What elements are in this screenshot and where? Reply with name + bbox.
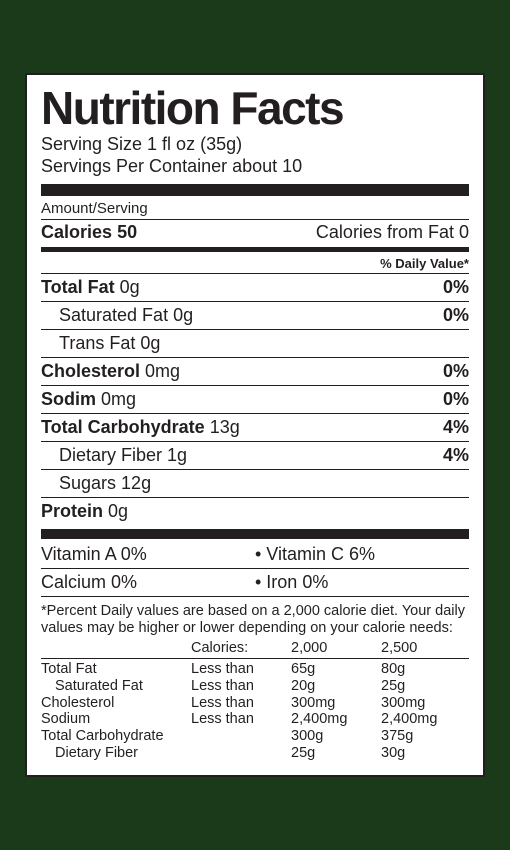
divider-thick	[41, 184, 469, 196]
ref-name: Sodium	[41, 711, 191, 728]
nutrient-label: Protein	[41, 501, 108, 521]
nutrient-value: 0g	[120, 277, 140, 297]
servings-per-container: Servings Per Container about 10	[41, 155, 469, 178]
ref-v1: 65g	[291, 661, 381, 678]
nutrient-value: 0g	[108, 501, 128, 521]
ref-compare	[191, 728, 291, 745]
vitamin-row-1: Vitamin A 0% • Vitamin C 6%	[41, 541, 469, 568]
ref-v1: 300g	[291, 728, 381, 745]
ref-name: Total Carbohydrate	[41, 728, 191, 745]
ref-name: Total Fat	[41, 661, 191, 678]
divider-medium	[41, 247, 469, 252]
nutrient-dv: 4%	[443, 417, 469, 438]
ref-col-2000: 2,000	[291, 640, 381, 657]
amount-per-serving: Amount/Serving	[41, 198, 469, 219]
reference-row: Dietary Fiber 25g30g	[41, 745, 469, 762]
ref-name: Saturated Fat	[41, 678, 191, 695]
ref-v1: 20g	[291, 678, 381, 695]
ref-compare	[191, 745, 291, 762]
ref-v1: 25g	[291, 745, 381, 762]
nutrient-value: 12g	[121, 473, 151, 493]
calories-label: Calories	[41, 222, 112, 242]
nutrient-label: Sugars	[59, 473, 121, 493]
reference-row: Total FatLess than65g80g	[41, 661, 469, 678]
calories-value: 50	[117, 222, 137, 242]
nutrient-row: Sodim 0mg 0%	[41, 386, 469, 413]
iron: • Iron 0%	[255, 572, 469, 593]
ref-v2: 80g	[381, 661, 469, 678]
ref-v2: 30g	[381, 745, 469, 762]
nutrients-list: Total Fat 0g 0% Saturated Fat 0g 0% Trans Fa…	[41, 273, 469, 525]
calcium: Calcium 0%	[41, 572, 255, 593]
nutrient-value: 13g	[210, 417, 240, 437]
reference-header: Calories: 2,000 2,500	[41, 640, 469, 657]
nutrient-row: Protein 0g	[41, 498, 469, 525]
nutrient-label: Dietary Fiber	[59, 445, 167, 465]
reference-row: Saturated FatLess than20g25g	[41, 678, 469, 695]
nutrition-facts-panel: Nutrition Facts Serving Size 1 fl oz (35…	[25, 73, 485, 777]
ref-col-2500: 2,500	[381, 640, 469, 657]
reference-table: Calories: 2,000 2,500 Total FatLess than…	[41, 640, 469, 762]
ref-compare: Less than	[191, 661, 291, 678]
nutrient-dv: 4%	[443, 445, 469, 466]
nutrient-value: 0g	[173, 305, 193, 325]
nutrient-row: Total Fat 0g 0%	[41, 274, 469, 301]
ref-v1: 2,400mg	[291, 711, 381, 728]
ref-v2: 375g	[381, 728, 469, 745]
ref-compare: Less than	[191, 695, 291, 712]
footnote: *Percent Daily values are based on a 2,0…	[41, 603, 469, 638]
nutrient-value: 0mg	[145, 361, 180, 381]
vitamin-row-2: Calcium 0% • Iron 0%	[41, 569, 469, 596]
vitamin-a: Vitamin A 0%	[41, 544, 255, 565]
nutrient-value: 0g	[140, 333, 160, 353]
nutrient-row: Trans Fat 0g	[41, 330, 469, 357]
nutrient-label: Cholesterol	[41, 361, 145, 381]
title: Nutrition Facts	[41, 85, 469, 131]
nutrient-label: Total Carbohydrate	[41, 417, 210, 437]
reference-row: CholesterolLess than300mg300mg	[41, 695, 469, 712]
nutrient-row: Total Carbohydrate 13g 4%	[41, 414, 469, 441]
ref-name: Dietary Fiber	[41, 745, 191, 762]
reference-row: SodiumLess than2,400mg2,400mg	[41, 711, 469, 728]
nutrient-label: Trans Fat	[59, 333, 140, 353]
nutrient-row: Cholesterol 0mg 0%	[41, 358, 469, 385]
ref-name: Cholesterol	[41, 695, 191, 712]
ref-compare: Less than	[191, 678, 291, 695]
reference-row: Total Carbohydrate 300g375g	[41, 728, 469, 745]
nutrient-dv: 0%	[443, 277, 469, 298]
ref-v2: 2,400mg	[381, 711, 469, 728]
nutrient-label: Total Fat	[41, 277, 120, 297]
ref-v2: 25g	[381, 678, 469, 695]
nutrient-dv: 0%	[443, 305, 469, 326]
nutrient-dv: 0%	[443, 389, 469, 410]
nutrient-label: Saturated Fat	[59, 305, 173, 325]
divider-thick	[41, 529, 469, 539]
serving-size: Serving Size 1 fl oz (35g)	[41, 133, 469, 156]
dv-header: % Daily Value*	[41, 254, 469, 273]
calories-from-fat-value: 0	[459, 222, 469, 242]
nutrient-value: 0mg	[101, 389, 136, 409]
ref-compare: Less than	[191, 711, 291, 728]
ref-v1: 300mg	[291, 695, 381, 712]
nutrient-row: Saturated Fat 0g 0%	[41, 302, 469, 329]
calories-row: Calories 50 Calories from Fat 0	[41, 220, 469, 245]
ref-cal-label: Calories:	[191, 640, 291, 657]
nutrient-label: Sodim	[41, 389, 101, 409]
vitamin-c: • Vitamin C 6%	[255, 544, 469, 565]
ref-v2: 300mg	[381, 695, 469, 712]
nutrient-value: 1g	[167, 445, 187, 465]
nutrient-row: Dietary Fiber 1g 4%	[41, 442, 469, 469]
nutrient-row: Sugars 12g	[41, 470, 469, 497]
nutrient-dv: 0%	[443, 361, 469, 382]
calories-from-fat-label: Calories from Fat	[316, 222, 454, 242]
